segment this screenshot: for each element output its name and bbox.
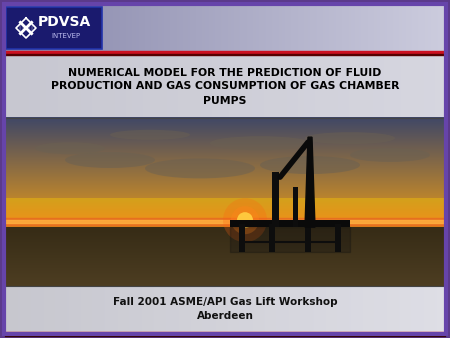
- Ellipse shape: [110, 130, 190, 140]
- Ellipse shape: [305, 132, 395, 144]
- Text: Aberdeen: Aberdeen: [197, 311, 253, 321]
- Bar: [230, 220, 350, 227]
- Bar: [6, 7, 102, 49]
- Circle shape: [223, 198, 267, 242]
- Text: NUMERICAL MODEL FOR THE PREDICTION OF FLUID: NUMERICAL MODEL FOR THE PREDICTION OF FL…: [68, 68, 382, 78]
- Circle shape: [231, 206, 259, 234]
- Bar: [239, 224, 245, 252]
- Ellipse shape: [260, 156, 360, 174]
- Text: INTEVEP: INTEVEP: [51, 32, 81, 39]
- Circle shape: [237, 212, 253, 228]
- Text: Fall 2001 ASME/API Gas Lift Workshop: Fall 2001 ASME/API Gas Lift Workshop: [112, 297, 338, 307]
- Text: PRODUCTION AND GAS CONSUMPTION OF GAS CHAMBER: PRODUCTION AND GAS CONSUMPTION OF GAS CH…: [51, 81, 399, 91]
- Ellipse shape: [35, 142, 105, 154]
- Bar: [269, 224, 275, 252]
- Bar: [293, 187, 298, 227]
- Bar: [272, 172, 279, 227]
- Ellipse shape: [350, 148, 430, 162]
- Ellipse shape: [145, 159, 255, 178]
- Bar: [5, 53, 444, 118]
- Bar: [5, 286, 444, 332]
- Bar: [305, 224, 311, 252]
- Bar: [5, 118, 444, 286]
- Bar: [335, 224, 341, 252]
- Polygon shape: [305, 137, 315, 227]
- Ellipse shape: [210, 136, 310, 150]
- Text: PUMPS: PUMPS: [203, 96, 247, 106]
- Ellipse shape: [65, 152, 155, 168]
- Text: PDVSA: PDVSA: [37, 15, 90, 29]
